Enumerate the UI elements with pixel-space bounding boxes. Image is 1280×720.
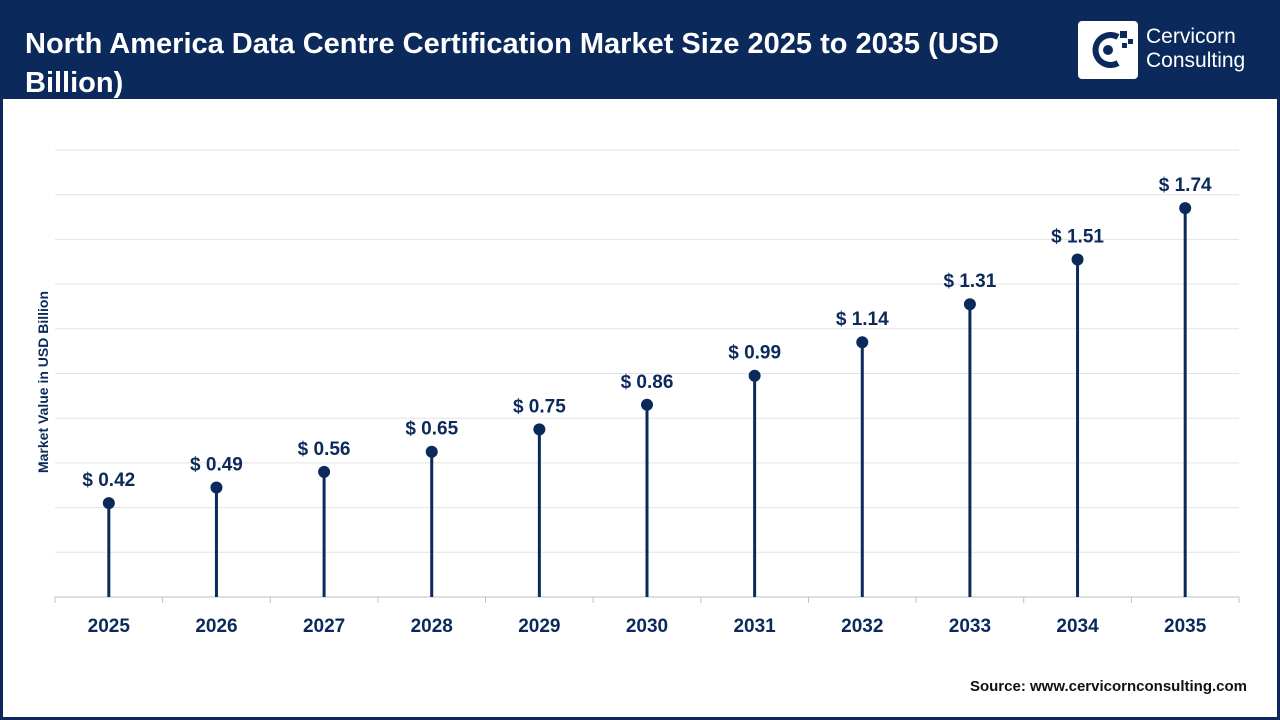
x-tick-label: 2028	[411, 616, 453, 637]
lollipop-point	[318, 465, 331, 478]
x-tick-label: 2027	[303, 616, 345, 637]
x-tick-label: 2035	[1164, 616, 1207, 637]
data-label: $ 0.42	[82, 470, 135, 491]
brand-logo: Cervicorn Consulting	[1078, 21, 1268, 81]
data-label: $ 0.65	[405, 419, 458, 440]
x-tick-label: 2030	[626, 616, 668, 637]
lollipop-point	[856, 336, 869, 349]
x-tick-label: 2026	[195, 616, 237, 637]
chart-area: $ 0.42 2025 $ 0.49 2026 $ 0.56 2027 $ 0.65 2028…	[3, 99, 1277, 717]
data-label: $ 1.31	[943, 271, 996, 292]
lollipop-point	[1071, 253, 1084, 266]
data-label: $ 0.75	[513, 396, 566, 417]
data-label: $ 0.99	[728, 343, 781, 364]
x-tick-label: 2033	[949, 616, 991, 637]
lollipop-point	[748, 369, 761, 382]
header-banner: North America Data Centre Certification …	[3, 3, 1277, 99]
lollipop-point	[102, 497, 115, 510]
x-tick-label: 2031	[733, 616, 776, 637]
data-label: $ 0.56	[298, 439, 351, 460]
cervicorn-logo-icon	[1078, 21, 1138, 79]
data-label: $ 0.49	[190, 454, 243, 475]
lollipop-point	[425, 445, 438, 458]
y-axis-label: Market Value in USD Billion	[35, 290, 51, 474]
chart-title: North America Data Centre Certification …	[25, 28, 999, 99]
x-tick-label: 2025	[88, 616, 131, 637]
data-label: $ 1.14	[836, 309, 889, 330]
lollipop-chart: $ 0.42 2025 $ 0.49 2026 $ 0.56 2027 $ 0.65 2028…	[54, 149, 1240, 637]
lollipop-point	[641, 398, 653, 411]
source-prefix: Source:	[969, 678, 1026, 695]
lollipop-point	[533, 423, 546, 436]
lollipop-point	[1179, 202, 1192, 215]
source-note: Source: www.cervicornconsulting.com	[970, 678, 1247, 695]
logo-text: Cervicorn Consulting	[1146, 25, 1245, 73]
logo-line-1: Cervicorn	[1146, 25, 1236, 48]
logo-line-2: Consulting	[1146, 49, 1246, 72]
data-label: $ 1.51	[1051, 227, 1104, 248]
lollipop-point	[963, 298, 976, 311]
x-tick-label: 2029	[518, 616, 560, 637]
source-url[interactable]: www.cervicornconsulting.com	[1030, 678, 1247, 695]
data-label: $ 0.86	[621, 372, 674, 393]
x-tick-label: 2034	[1056, 616, 1099, 637]
data-label: $ 1.74	[1159, 175, 1212, 196]
x-tick-label: 2032	[841, 616, 883, 637]
lollipop-point	[210, 481, 223, 494]
